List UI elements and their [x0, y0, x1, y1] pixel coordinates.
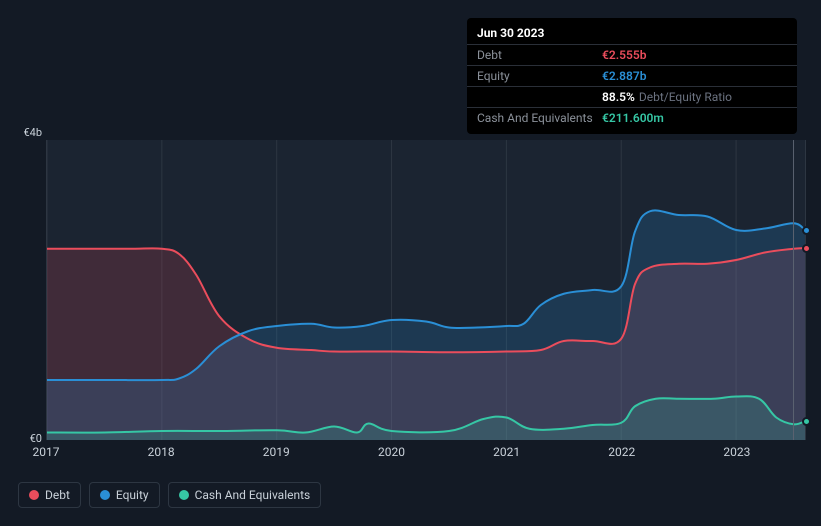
x-axis-tick: 2017	[33, 445, 60, 459]
tooltip-label: Debt	[477, 48, 602, 62]
tooltip-value: €2.555b	[602, 48, 646, 62]
legend-swatch	[29, 490, 39, 500]
tooltip-date: Jun 30 2023	[467, 24, 797, 44]
series-end-marker	[802, 244, 811, 253]
legend-item[interactable]: Cash And Equivalents	[168, 482, 322, 508]
x-axis-tick: 2019	[263, 445, 290, 459]
chart-legend: Debt Equity Cash And Equivalents	[18, 482, 321, 508]
y-axis-min-label: €0	[0, 432, 42, 445]
legend-label: Cash And Equivalents	[195, 488, 311, 502]
tooltip-row: 88.5%Debt/Equity Ratio	[467, 86, 797, 107]
tooltip-label: Equity	[477, 69, 602, 83]
tooltip-label	[477, 90, 602, 104]
tooltip-row: Debt€2.555b	[467, 44, 797, 65]
tooltip-row: Cash And Equivalents€211.600m	[467, 107, 797, 128]
legend-swatch	[179, 490, 189, 500]
x-axis-tick: 2023	[723, 445, 750, 459]
y-axis-max-label: €4b	[0, 126, 42, 139]
legend-item[interactable]: Equity	[89, 482, 160, 508]
tooltip-value: 88.5%Debt/Equity Ratio	[602, 90, 732, 104]
series-end-marker	[802, 417, 811, 426]
series-end-marker	[802, 226, 811, 235]
chart-tooltip: Jun 30 2023 Debt€2.555bEquity€2.887b88.5…	[467, 18, 797, 134]
x-axis-tick: 2020	[378, 445, 405, 459]
legend-item[interactable]: Debt	[18, 482, 81, 508]
tooltip-value: €2.887b	[602, 69, 646, 83]
chart-plot-area[interactable]	[46, 140, 806, 440]
legend-label: Equity	[116, 488, 149, 502]
tooltip-row: Equity€2.887b	[467, 65, 797, 86]
tooltip-value: €211.600m	[602, 111, 664, 125]
tooltip-suffix: Debt/Equity Ratio	[639, 90, 732, 104]
x-axis-tick: 2022	[608, 445, 635, 459]
legend-label: Debt	[45, 488, 70, 502]
x-axis-tick: 2021	[493, 445, 520, 459]
legend-swatch	[100, 490, 110, 500]
tooltip-label: Cash And Equivalents	[477, 111, 602, 125]
x-axis: 2017201820192020202120222023	[46, 445, 806, 465]
x-axis-tick: 2018	[148, 445, 175, 459]
